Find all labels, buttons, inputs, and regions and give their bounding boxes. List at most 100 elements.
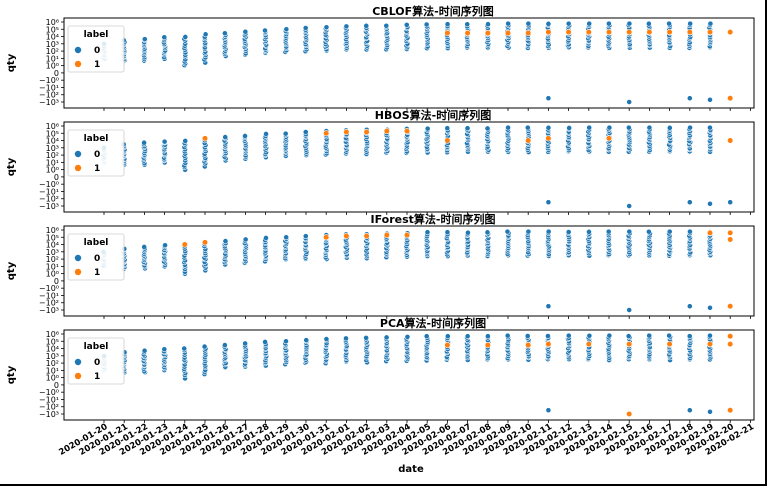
point-label-0 xyxy=(283,234,290,241)
point-label-0 xyxy=(222,238,229,244)
point-label-0 xyxy=(383,22,390,29)
ytick-label: −10² xyxy=(39,91,59,100)
point-label-1 xyxy=(727,229,734,236)
point-label-0 xyxy=(586,228,592,235)
point-label-0 xyxy=(181,345,188,352)
point-label-1 xyxy=(525,137,532,144)
point-label-0 xyxy=(323,24,330,31)
panel-title-2: IForest算法-时间序列图 xyxy=(371,212,496,226)
point-label-0 xyxy=(484,333,491,340)
point-label-0-outlier xyxy=(707,304,713,311)
legend-label-0: 0 xyxy=(94,254,100,264)
point-label-1 xyxy=(504,29,512,37)
legend-box xyxy=(67,129,125,177)
point-label-0 xyxy=(625,333,632,340)
ytick-label: −10¹ xyxy=(39,187,59,196)
point-label-0 xyxy=(343,23,350,30)
point-label-0-outlier xyxy=(707,96,713,103)
ytick-label: 10⁵ xyxy=(46,129,59,138)
point-label-1 xyxy=(484,341,491,349)
point-label-0 xyxy=(586,332,593,339)
legend-title: label xyxy=(84,238,109,248)
point-label-0 xyxy=(363,335,370,341)
point-label-1 xyxy=(444,137,451,144)
point-label-0-outlier xyxy=(686,199,693,206)
point-label-1 xyxy=(626,341,633,348)
point-label-0 xyxy=(162,242,168,249)
point-label-0 xyxy=(646,332,653,339)
point-label-1 xyxy=(626,410,633,418)
point-label-0 xyxy=(545,124,552,131)
ytick-label: 0 xyxy=(54,381,59,390)
point-label-0-outlier xyxy=(545,407,552,414)
point-label-1 xyxy=(403,231,411,239)
legend-marker-1 xyxy=(74,60,82,68)
ytick-label: 10⁰ xyxy=(46,270,59,279)
point-label-0 xyxy=(646,124,653,131)
legend-label-1: 1 xyxy=(94,372,100,382)
point-label-0 xyxy=(323,336,330,342)
point-label-0 xyxy=(645,228,652,235)
point-label-0 xyxy=(444,125,451,132)
point-label-0 xyxy=(545,228,552,235)
point-label-1 xyxy=(201,239,209,246)
point-label-0 xyxy=(141,244,148,250)
point-label-0 xyxy=(524,333,531,339)
point-label-0 xyxy=(423,21,430,28)
panel-ylabel-2: qty xyxy=(6,261,17,280)
legend-label-1: 1 xyxy=(94,60,100,70)
point-label-1 xyxy=(444,29,451,37)
point-label-0 xyxy=(383,334,390,341)
panel-title-3: PCA算法-时间序列图 xyxy=(380,316,486,330)
legend-box xyxy=(67,337,125,385)
point-label-1 xyxy=(666,29,673,36)
legend-marker-1 xyxy=(74,372,82,380)
point-label-0 xyxy=(565,332,572,339)
point-label-1 xyxy=(363,128,370,136)
point-label-1 xyxy=(181,241,188,248)
point-label-1 xyxy=(383,231,390,239)
point-label-0 xyxy=(485,21,491,28)
panel-ylabel-3: qty xyxy=(6,365,17,384)
legend-label-0: 0 xyxy=(94,150,100,160)
ytick-label: 10¹ xyxy=(46,366,59,375)
ytick-label: 10⁴ xyxy=(46,137,59,146)
ytick-label: −10¹ xyxy=(39,291,59,300)
point-label-0 xyxy=(687,20,694,27)
point-label-0 xyxy=(141,347,148,354)
point-label-0-outlier xyxy=(545,199,552,206)
point-label-0 xyxy=(262,339,268,345)
legend-box xyxy=(67,25,125,73)
ytick-label: −10² xyxy=(39,195,59,204)
point-label-1 xyxy=(464,29,471,37)
point-label-1 xyxy=(484,29,491,37)
point-label-0-outlier xyxy=(626,307,633,313)
point-label-0 xyxy=(625,124,632,131)
point-label-1 xyxy=(706,229,714,236)
point-label-0 xyxy=(283,338,289,345)
point-label-0 xyxy=(303,337,310,344)
point-label-0 xyxy=(242,340,249,347)
ytick-label: 0 xyxy=(54,277,59,286)
point-label-0 xyxy=(666,20,672,27)
legend-label-1: 1 xyxy=(94,164,100,174)
point-label-1 xyxy=(605,29,613,36)
point-label-1 xyxy=(565,29,572,36)
point-label-0-outlier xyxy=(626,99,633,105)
point-label-1 xyxy=(727,303,734,310)
ytick-label: 10⁶ xyxy=(46,330,59,339)
ytick-label: 10⁵ xyxy=(46,337,59,346)
point-label-1 xyxy=(201,135,209,142)
ytick-label: 10³ xyxy=(46,40,59,49)
point-label-0 xyxy=(545,20,552,27)
point-label-0 xyxy=(302,233,309,240)
point-label-1 xyxy=(727,341,734,348)
point-label-1 xyxy=(626,29,633,36)
ytick-label: −10³ xyxy=(39,98,59,107)
point-label-0 xyxy=(606,332,613,339)
legend-marker-0 xyxy=(74,150,82,158)
point-label-0 xyxy=(202,31,209,38)
point-label-0 xyxy=(182,138,189,144)
ytick-label: 10⁶ xyxy=(46,122,59,131)
legend-marker-0 xyxy=(74,254,82,262)
